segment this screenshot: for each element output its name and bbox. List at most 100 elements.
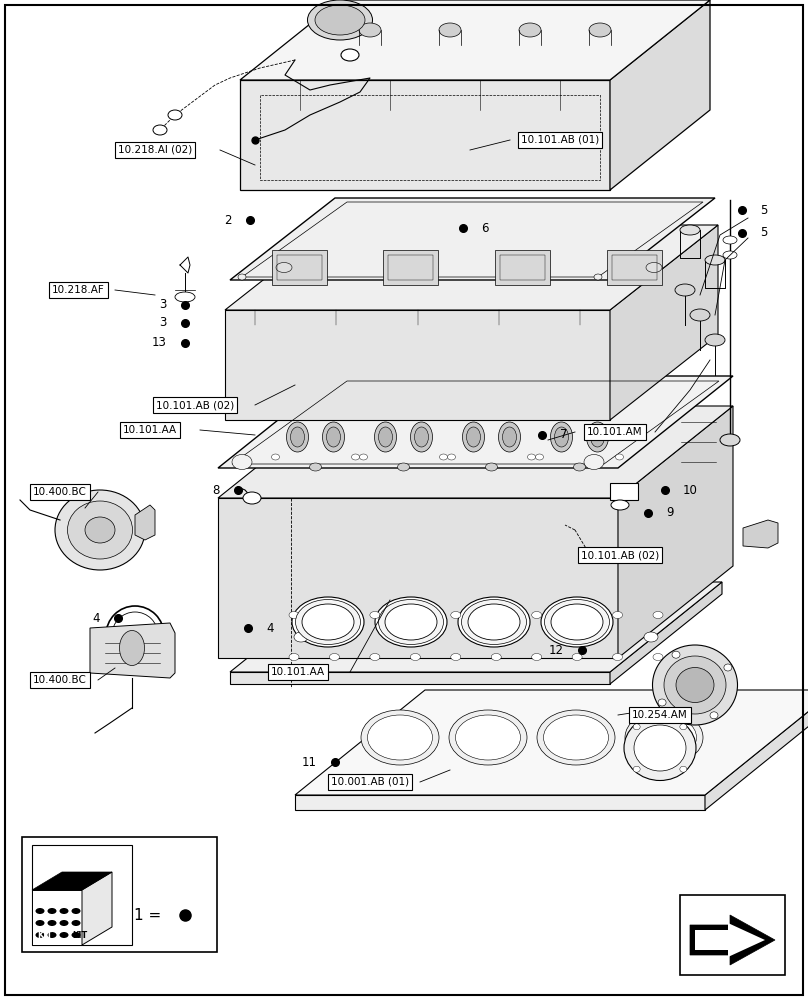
Ellipse shape xyxy=(410,611,420,618)
Ellipse shape xyxy=(462,422,485,452)
Ellipse shape xyxy=(410,654,420,660)
Ellipse shape xyxy=(120,631,145,666)
Ellipse shape xyxy=(322,422,344,452)
Ellipse shape xyxy=(361,710,439,765)
Text: 7: 7 xyxy=(560,428,567,442)
Polygon shape xyxy=(618,406,733,658)
Ellipse shape xyxy=(690,309,710,321)
Ellipse shape xyxy=(309,463,322,471)
Ellipse shape xyxy=(680,766,687,772)
Text: 10.001.AB (01): 10.001.AB (01) xyxy=(331,777,409,787)
Text: 10.101.AA: 10.101.AA xyxy=(123,425,177,435)
Ellipse shape xyxy=(302,604,354,640)
Ellipse shape xyxy=(624,716,696,780)
Ellipse shape xyxy=(720,434,740,446)
Ellipse shape xyxy=(55,490,145,570)
Bar xyxy=(680,895,785,975)
Polygon shape xyxy=(218,376,733,468)
Ellipse shape xyxy=(503,427,516,447)
Ellipse shape xyxy=(519,23,541,37)
Text: 13: 13 xyxy=(152,336,167,350)
Ellipse shape xyxy=(634,725,686,771)
Ellipse shape xyxy=(291,427,305,447)
Ellipse shape xyxy=(574,463,586,471)
Ellipse shape xyxy=(48,908,57,914)
Text: 3: 3 xyxy=(160,298,167,312)
Ellipse shape xyxy=(458,597,530,647)
Ellipse shape xyxy=(68,501,133,559)
Ellipse shape xyxy=(653,645,738,725)
Polygon shape xyxy=(218,406,733,498)
Ellipse shape xyxy=(48,920,57,926)
Text: 10.101.AB (02): 10.101.AB (02) xyxy=(581,550,659,560)
Text: 3: 3 xyxy=(160,316,167,330)
Polygon shape xyxy=(610,582,722,684)
Bar xyxy=(22,837,217,952)
Ellipse shape xyxy=(491,611,501,618)
Ellipse shape xyxy=(71,920,81,926)
Polygon shape xyxy=(32,872,112,890)
Text: 10.400.BC: 10.400.BC xyxy=(33,675,87,685)
Ellipse shape xyxy=(153,125,167,135)
Ellipse shape xyxy=(589,23,611,37)
Ellipse shape xyxy=(175,292,195,302)
Text: 10.101.AM: 10.101.AM xyxy=(587,427,643,437)
Text: KIT: KIT xyxy=(73,931,87,940)
Polygon shape xyxy=(295,690,808,795)
Ellipse shape xyxy=(238,274,246,280)
Ellipse shape xyxy=(289,654,299,660)
Text: 4: 4 xyxy=(266,621,273,635)
Ellipse shape xyxy=(676,668,714,702)
Text: 5: 5 xyxy=(760,204,768,217)
Ellipse shape xyxy=(705,255,725,265)
Text: 10.101.AB (02): 10.101.AB (02) xyxy=(156,400,234,410)
Polygon shape xyxy=(494,250,549,285)
Ellipse shape xyxy=(611,500,629,510)
Ellipse shape xyxy=(466,427,481,447)
Ellipse shape xyxy=(415,427,428,447)
Text: 10.101.AB (01): 10.101.AB (01) xyxy=(521,135,599,145)
Ellipse shape xyxy=(572,654,582,660)
Ellipse shape xyxy=(60,908,69,914)
Polygon shape xyxy=(685,910,775,960)
Ellipse shape xyxy=(528,454,536,460)
Ellipse shape xyxy=(451,611,461,618)
Ellipse shape xyxy=(486,463,498,471)
Ellipse shape xyxy=(646,262,662,272)
Text: 10.218.AF: 10.218.AF xyxy=(52,285,104,295)
Ellipse shape xyxy=(60,920,69,926)
Polygon shape xyxy=(610,225,718,420)
Ellipse shape xyxy=(616,454,624,460)
Text: 9: 9 xyxy=(666,506,674,520)
Text: 10: 10 xyxy=(683,484,698,496)
Ellipse shape xyxy=(398,463,410,471)
Ellipse shape xyxy=(723,236,737,244)
Ellipse shape xyxy=(326,427,340,447)
Ellipse shape xyxy=(680,225,700,235)
Ellipse shape xyxy=(658,699,666,706)
Ellipse shape xyxy=(550,422,573,452)
Polygon shape xyxy=(135,505,155,540)
Ellipse shape xyxy=(378,427,393,447)
Ellipse shape xyxy=(705,334,725,346)
Ellipse shape xyxy=(451,654,461,660)
Ellipse shape xyxy=(723,251,737,259)
Polygon shape xyxy=(32,890,82,945)
Text: 2: 2 xyxy=(225,214,232,227)
Ellipse shape xyxy=(532,654,541,660)
Polygon shape xyxy=(271,250,326,285)
Ellipse shape xyxy=(287,422,309,452)
Ellipse shape xyxy=(71,932,81,938)
Polygon shape xyxy=(610,0,710,190)
Ellipse shape xyxy=(36,908,44,914)
Ellipse shape xyxy=(653,654,663,660)
Ellipse shape xyxy=(448,454,456,460)
Bar xyxy=(32,845,132,945)
Text: 11: 11 xyxy=(302,756,317,768)
Ellipse shape xyxy=(168,110,182,120)
Polygon shape xyxy=(90,623,175,678)
Ellipse shape xyxy=(584,454,604,470)
Ellipse shape xyxy=(296,599,360,645)
Text: KIT: KIT xyxy=(37,931,53,940)
Ellipse shape xyxy=(375,597,447,647)
